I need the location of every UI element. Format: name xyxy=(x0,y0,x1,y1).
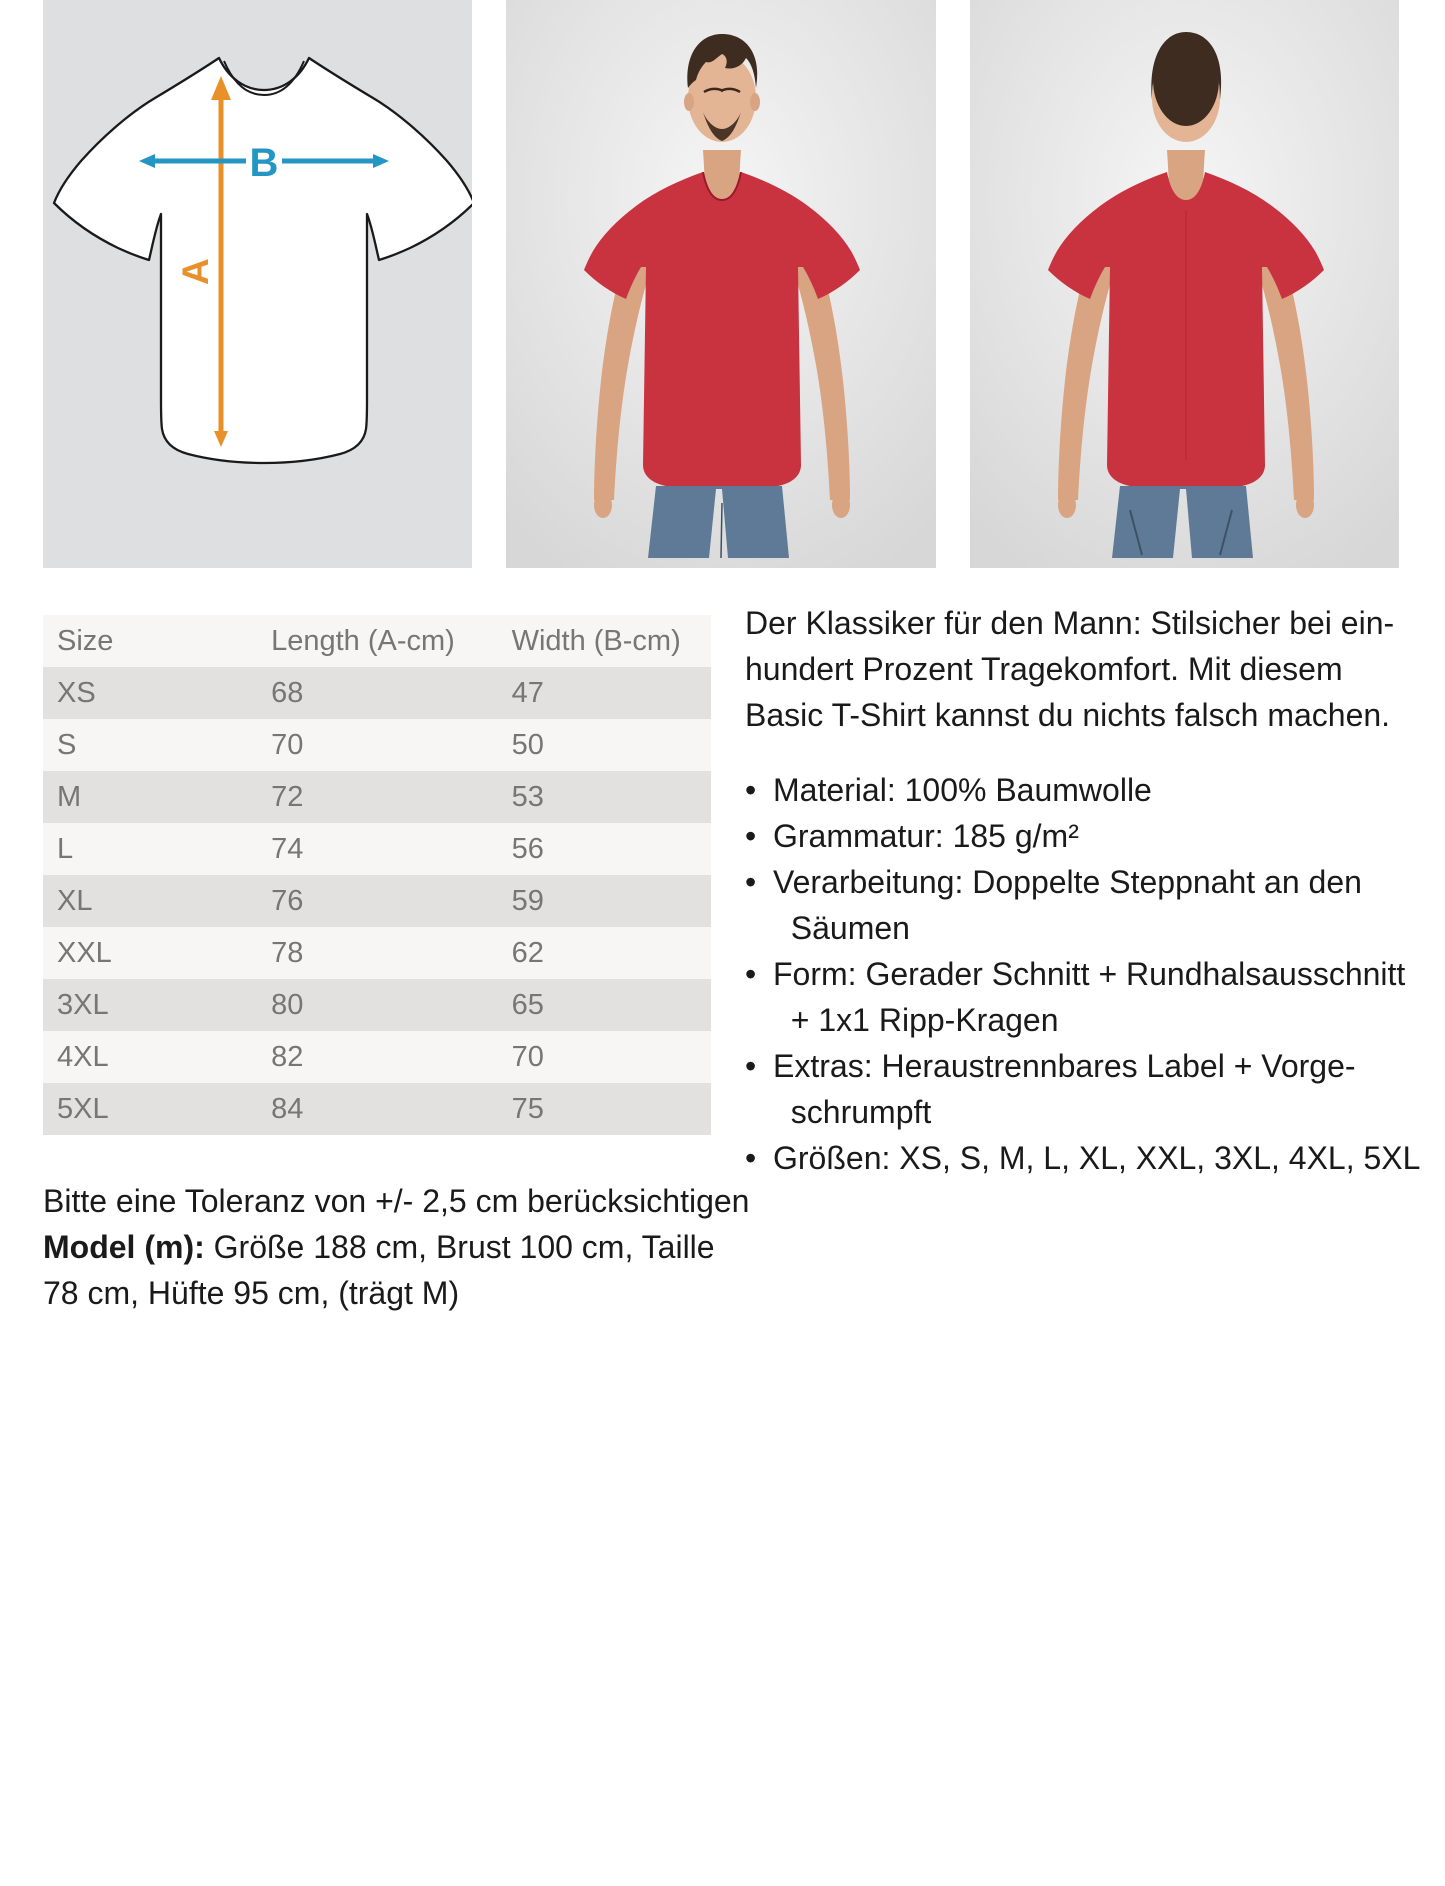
svg-text:B: B xyxy=(250,141,279,185)
svg-text:A: A xyxy=(175,258,216,285)
